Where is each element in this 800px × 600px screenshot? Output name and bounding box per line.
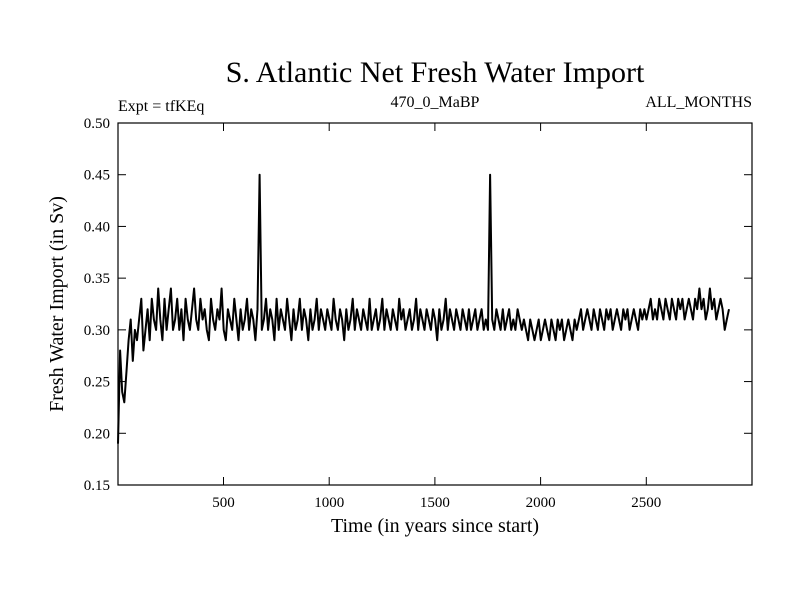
y-tick-label: 0.25: [84, 375, 110, 391]
chart-title: S. Atlantic Net Fresh Water Import: [226, 56, 645, 89]
y-tick-label: 0.15: [84, 478, 110, 494]
y-tick-label: 0.35: [84, 271, 110, 287]
plot-frame: [117, 122, 753, 486]
experiment-label: Expt = tfKEq: [118, 98, 204, 115]
period-label: 470_0_MaBP: [391, 94, 480, 111]
months-label: ALL_MONTHS: [645, 94, 752, 111]
x-tick-label: 1500: [420, 495, 450, 511]
y-tick-label: 0.20: [84, 426, 110, 442]
y-tick-label: 0.50: [84, 116, 110, 132]
x-axis-label: Time (in years since start): [331, 515, 539, 537]
series-line: [117, 173, 730, 444]
y-tick-label: 0.45: [84, 168, 110, 184]
x-tick-label: 2000: [526, 495, 556, 511]
x-axis: 500 1000 1500 2000 2500: [212, 123, 661, 511]
x-tick-label: 2500: [631, 495, 661, 511]
y-axis: 0.15 0.20 0.25 0.30 0.35 0.40 0.45 0.50: [84, 116, 752, 494]
x-tick-label: 1000: [314, 495, 344, 511]
y-tick-label: 0.30: [84, 323, 110, 339]
y-tick-label: 0.40: [84, 219, 110, 235]
x-tick-label: 500: [212, 495, 235, 511]
y-axis-label: Fresh Water Import (in Sv): [46, 196, 68, 412]
